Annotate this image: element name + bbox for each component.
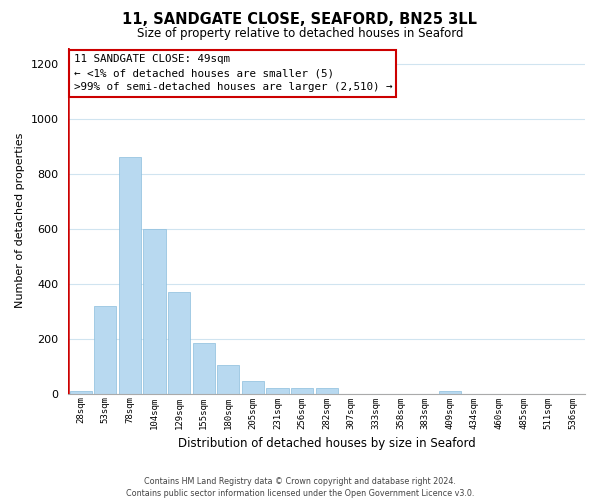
Bar [316,388,338,394]
Bar [143,229,166,394]
Bar [193,343,215,394]
Bar [119,158,141,394]
Text: 11, SANDGATE CLOSE, SEAFORD, BN25 3LL: 11, SANDGATE CLOSE, SEAFORD, BN25 3LL [122,12,478,28]
Text: Contains HM Land Registry data © Crown copyright and database right 2024.
Contai: Contains HM Land Registry data © Crown c… [126,476,474,498]
X-axis label: Distribution of detached houses by size in Seaford: Distribution of detached houses by size … [178,437,476,450]
Bar [266,388,289,394]
Bar [168,292,190,394]
Bar [70,391,92,394]
Text: Size of property relative to detached houses in Seaford: Size of property relative to detached ho… [137,28,463,40]
Bar [217,365,239,394]
Bar [291,388,313,394]
Y-axis label: Number of detached properties: Number of detached properties [15,133,25,308]
Bar [439,391,461,394]
Text: 11 SANDGATE CLOSE: 49sqm
← <1% of detached houses are smaller (5)
>99% of semi-d: 11 SANDGATE CLOSE: 49sqm ← <1% of detach… [74,54,392,92]
Bar [242,382,264,394]
Bar [94,306,116,394]
